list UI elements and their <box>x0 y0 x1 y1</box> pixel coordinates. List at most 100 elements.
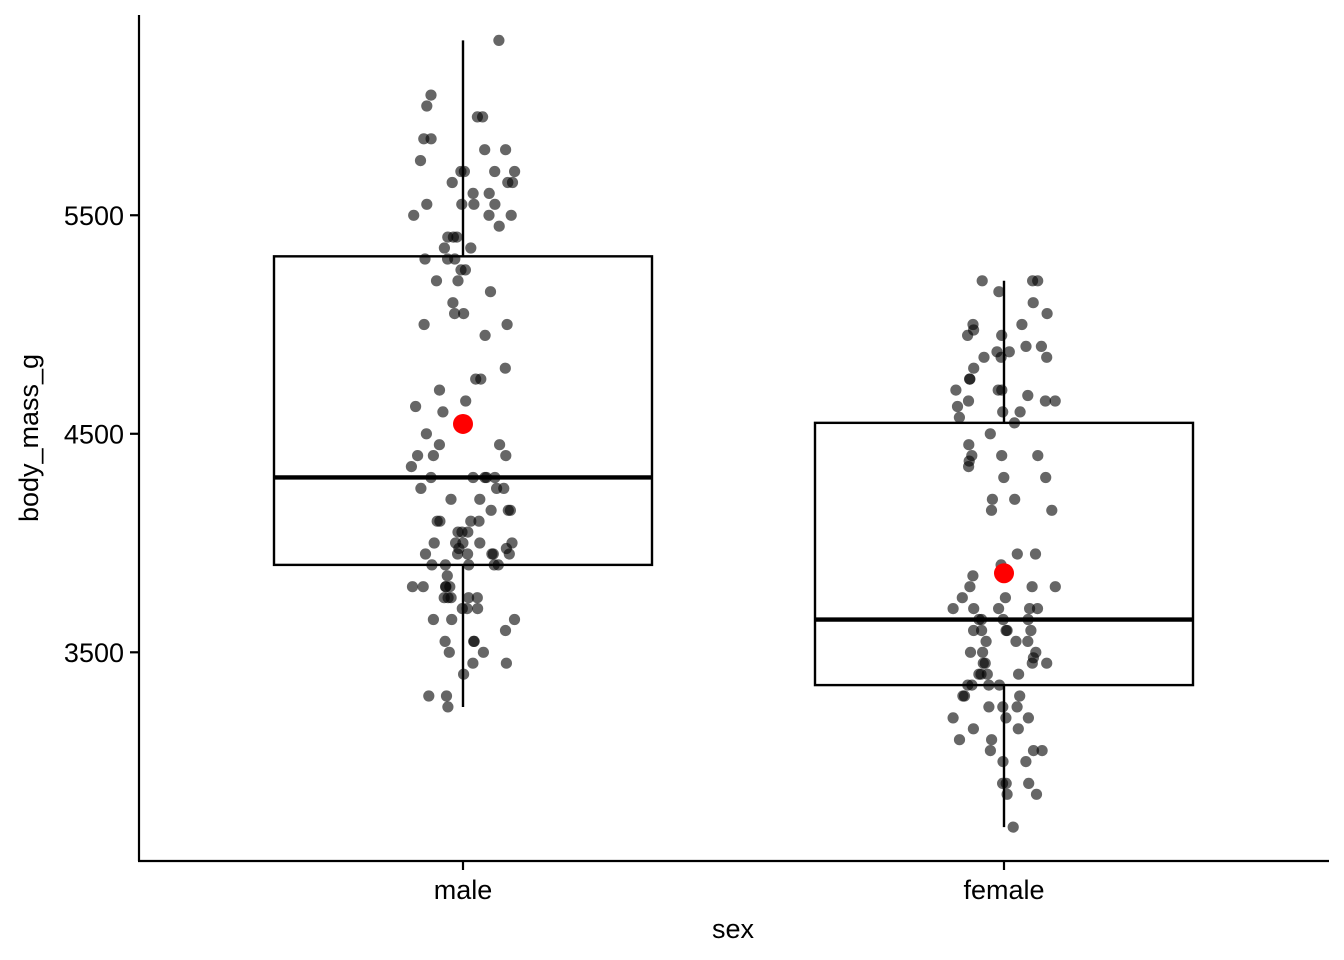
data-point <box>499 624 512 637</box>
data-point <box>412 450 424 462</box>
data-point <box>419 253 431 265</box>
data-point <box>501 318 513 331</box>
data-point <box>489 198 501 210</box>
data-point <box>964 373 976 385</box>
jitter-points <box>405 34 1061 833</box>
data-point <box>442 701 454 713</box>
data-point <box>968 624 980 637</box>
data-point <box>1010 635 1022 648</box>
data-point <box>996 384 1008 396</box>
data-point <box>1032 450 1044 462</box>
data-point <box>993 603 1005 615</box>
data-point <box>499 362 511 374</box>
data-point <box>494 439 506 451</box>
data-point <box>1014 690 1026 702</box>
data-point <box>1025 624 1037 637</box>
data-point <box>508 165 521 178</box>
y-tick-label: 3500 <box>64 638 124 668</box>
data-point <box>493 220 505 232</box>
data-point <box>405 461 417 473</box>
data-point <box>996 329 1008 341</box>
data-point <box>984 745 997 757</box>
data-point <box>956 592 968 604</box>
data-point <box>505 209 517 221</box>
data-point <box>967 723 980 735</box>
mean-point-male <box>453 413 473 434</box>
mean-markers <box>453 413 1014 584</box>
data-point <box>471 111 483 123</box>
data-point <box>1046 504 1058 516</box>
data-point <box>427 613 439 626</box>
y-tick-label: 5500 <box>64 201 124 231</box>
data-point <box>996 450 1008 462</box>
data-point <box>508 613 521 626</box>
data-point <box>460 395 472 407</box>
data-point <box>479 329 491 341</box>
data-point <box>414 155 427 167</box>
data-point <box>985 504 998 516</box>
box-iqr <box>813 421 1195 687</box>
data-point <box>446 613 458 626</box>
data-point <box>976 624 988 637</box>
data-point <box>950 384 962 396</box>
data-point <box>421 100 433 112</box>
data-point <box>456 526 468 538</box>
data-point <box>968 603 980 615</box>
data-point <box>1031 603 1044 615</box>
data-point <box>1009 493 1021 505</box>
data-point <box>433 439 445 451</box>
data-point <box>999 592 1012 604</box>
data-point <box>470 373 482 385</box>
data-point <box>953 734 966 746</box>
data-point <box>452 275 464 287</box>
data-point <box>417 581 429 593</box>
data-point <box>1035 340 1047 352</box>
data-point <box>503 548 515 560</box>
x-axis-ticks: male female <box>434 861 1045 905</box>
data-point <box>440 581 452 593</box>
data-point <box>449 308 461 320</box>
data-point <box>493 34 505 47</box>
data-point <box>428 537 440 549</box>
box-male <box>272 40 654 707</box>
data-point <box>410 400 422 413</box>
boxes <box>272 40 1195 828</box>
data-point <box>467 187 479 199</box>
data-point <box>500 657 512 669</box>
data-point <box>1027 297 1039 309</box>
data-point <box>1013 668 1025 680</box>
data-point <box>447 297 459 309</box>
data-point <box>440 690 453 702</box>
y-axis-ticks: 3500 4500 5500 <box>64 201 139 668</box>
data-point <box>425 89 437 101</box>
data-point <box>433 384 446 396</box>
data-point <box>446 176 458 189</box>
data-point <box>465 515 477 527</box>
data-point <box>442 253 454 265</box>
data-point <box>474 493 486 505</box>
data-point <box>984 428 996 440</box>
data-point <box>461 603 473 615</box>
data-point <box>1023 777 1035 790</box>
data-point <box>958 690 971 702</box>
data-point <box>1026 581 1038 593</box>
data-point <box>1011 548 1023 560</box>
data-point <box>1041 308 1053 320</box>
data-point <box>506 176 519 189</box>
data-point <box>408 209 420 221</box>
data-point <box>487 548 499 560</box>
data-point <box>468 198 480 210</box>
data-point <box>471 592 483 604</box>
data-point <box>419 548 432 560</box>
data-point <box>986 493 999 505</box>
data-point <box>1000 777 1012 790</box>
data-point <box>438 592 450 604</box>
data-point <box>983 701 995 713</box>
data-point <box>1030 788 1043 800</box>
data-point <box>976 275 988 287</box>
data-point <box>458 308 470 320</box>
data-point <box>483 187 495 199</box>
data-point <box>1041 657 1053 669</box>
y-tick-label: 4500 <box>64 419 124 449</box>
data-point <box>1027 745 1040 757</box>
